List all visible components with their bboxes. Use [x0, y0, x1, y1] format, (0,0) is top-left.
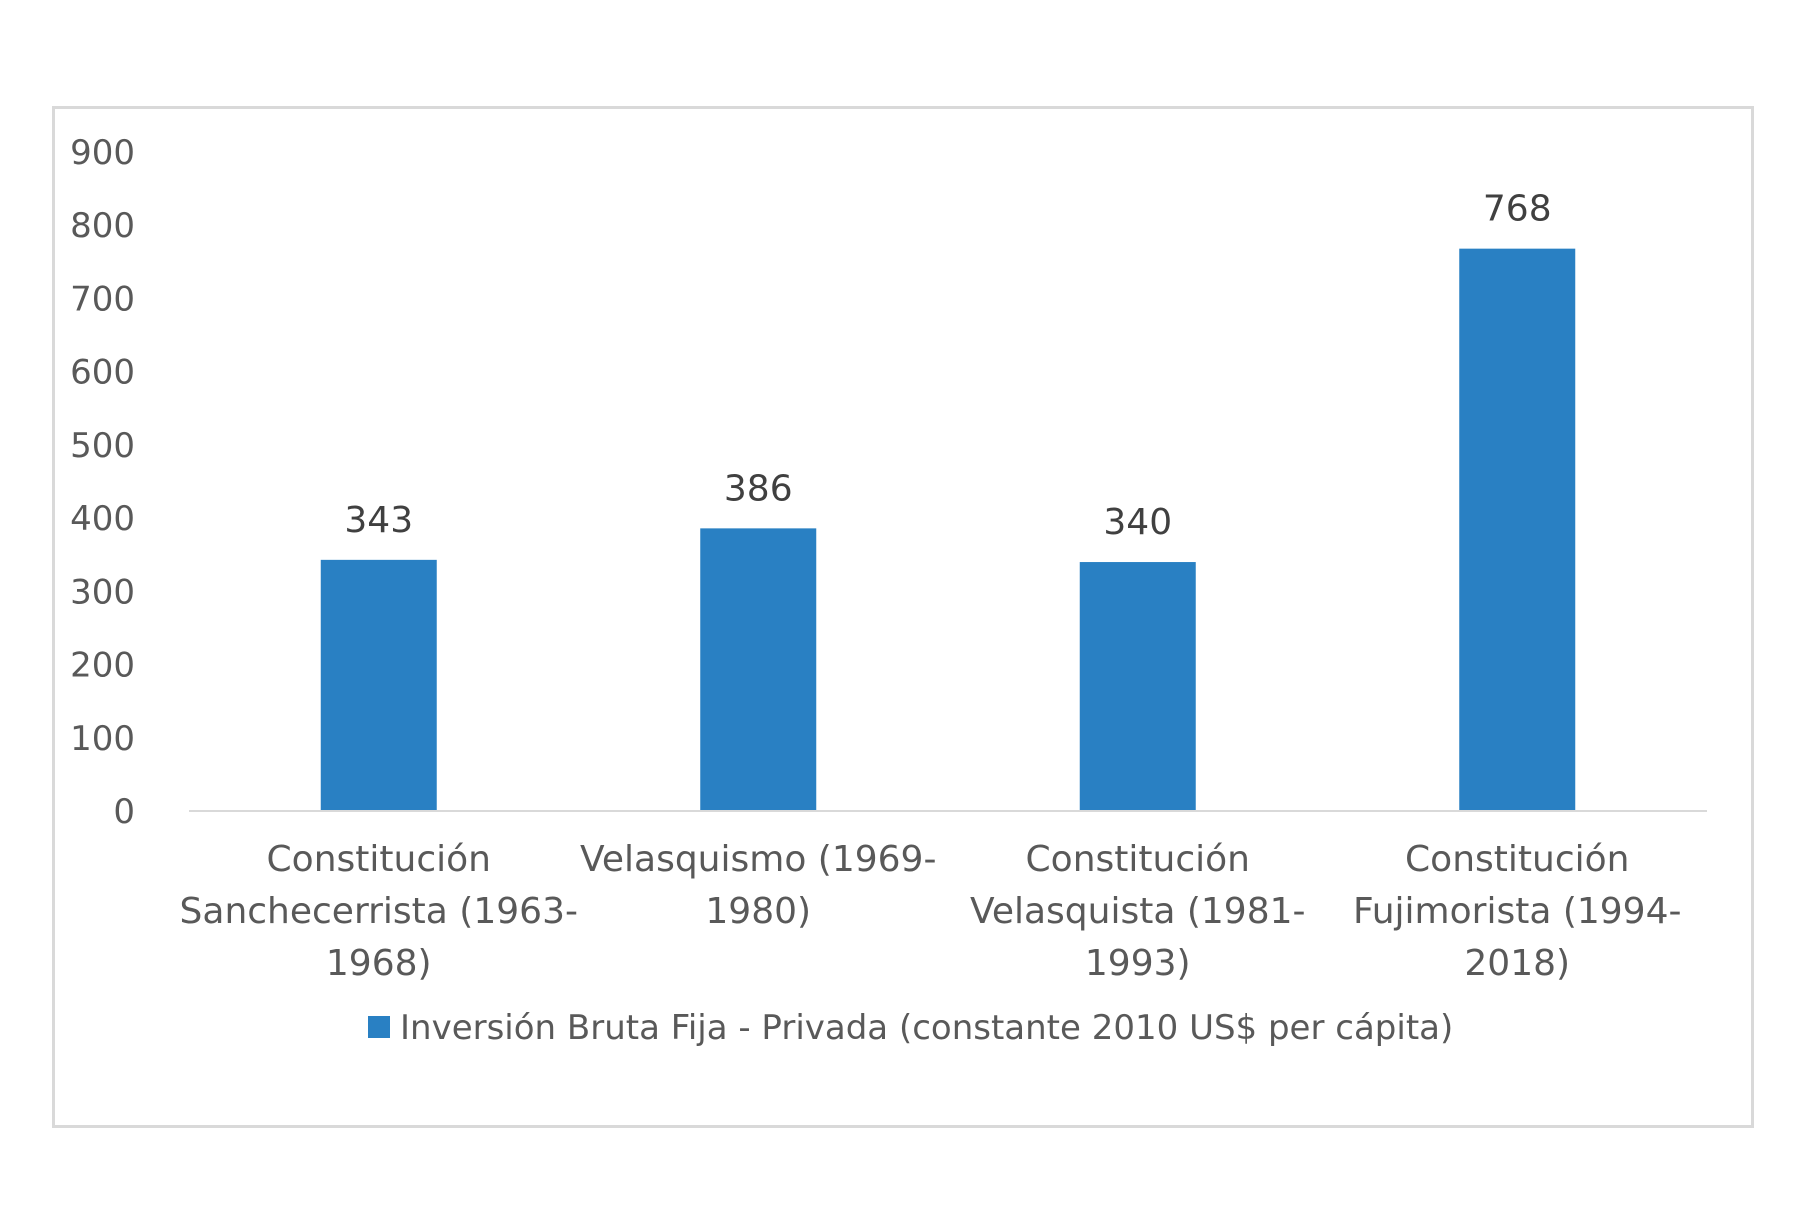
y-tick-label: 800 [70, 206, 135, 246]
y-tick-label: 300 [70, 572, 135, 612]
data-label: 768 [1483, 189, 1552, 230]
y-tick-label: 0 [113, 792, 135, 832]
legend-label: Inversión Bruta Fija - Privada (constant… [400, 1008, 1453, 1048]
y-tick-label: 600 [70, 353, 135, 393]
legend-swatch [368, 1016, 390, 1038]
bar-chart: 0 100 200 300 400 500 600 700 800 900 343 386 340 76… [70, 133, 1707, 1048]
bar [1079, 562, 1196, 811]
y-axis: 0 100 200 300 400 500 600 700 800 900 [70, 133, 135, 832]
data-label: 386 [724, 468, 793, 509]
x-axis: Constitución Sanchecerrista (1963-1968)Ve… [180, 839, 1682, 984]
data-label: 343 [344, 500, 413, 541]
data-labels: 343 386 340 768 [344, 189, 1551, 543]
y-tick-label: 900 [70, 133, 135, 173]
y-tick-label: 100 [70, 719, 135, 759]
x-tick-label: Velasquismo (1969-1980) [580, 839, 936, 932]
x-tick-label: Constitución Fujimorista (1994-2018) [1353, 839, 1681, 984]
x-tick-label: Constitución Sanchecerrista (1963-1968) [180, 839, 578, 984]
y-tick-label: 500 [70, 426, 135, 466]
y-tick-label: 200 [70, 646, 135, 686]
y-tick-label: 700 [70, 279, 135, 319]
bar [700, 528, 817, 811]
data-label: 340 [1103, 502, 1172, 543]
bars [320, 248, 1576, 812]
chart-frame: 0 100 200 300 400 500 600 700 800 900 343 386 340 76… [52, 106, 1754, 1128]
bar [1459, 248, 1576, 812]
y-tick-label: 400 [70, 499, 135, 539]
bar [320, 559, 437, 811]
x-tick-label: Constitución Velasquista (1981-1993) [970, 839, 1306, 984]
legend: Inversión Bruta Fija - Privada (constant… [368, 1008, 1453, 1048]
